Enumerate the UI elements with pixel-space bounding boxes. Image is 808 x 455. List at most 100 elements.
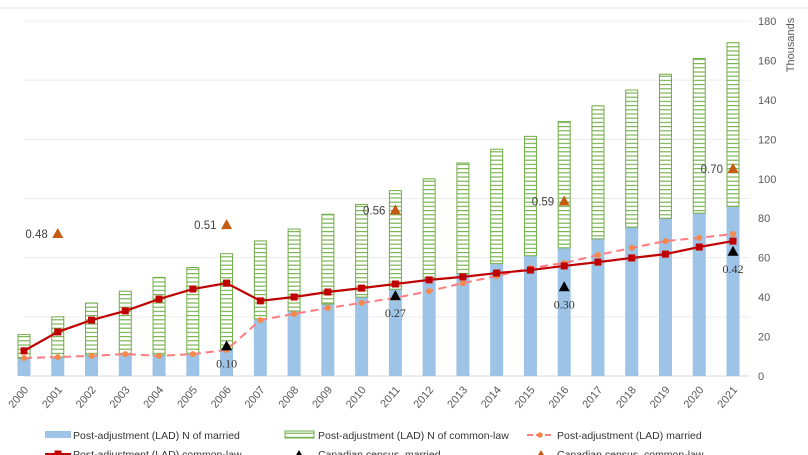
point-married bbox=[459, 280, 466, 287]
x-tick-label: 2005 bbox=[175, 384, 200, 410]
x-tick-label: 2020 bbox=[682, 384, 707, 410]
point-common-law bbox=[729, 237, 737, 245]
bar-common-law bbox=[152, 276, 166, 356]
bar-common-law bbox=[355, 203, 369, 298]
point-common-law bbox=[290, 293, 298, 301]
census-common-law-label: 0.48 bbox=[25, 229, 47, 241]
census-married-label: 0.42 bbox=[723, 262, 744, 276]
right-axis-title: Thousands bbox=[785, 17, 797, 72]
point-married bbox=[324, 304, 331, 311]
point-common-law bbox=[223, 279, 231, 287]
x-tick-label: 2004 bbox=[141, 384, 166, 410]
bar-married bbox=[51, 357, 65, 376]
bar-common-law bbox=[591, 105, 605, 240]
legend-common-law-line-label: Post-adjustment (LAD) common-law bbox=[73, 449, 242, 455]
x-tick-label: 2019 bbox=[648, 384, 673, 410]
triangle-icon bbox=[52, 228, 64, 238]
point-married bbox=[189, 351, 196, 358]
point-common-law bbox=[155, 295, 163, 303]
legend-common-law-line-marker bbox=[54, 450, 62, 455]
point-married bbox=[88, 352, 95, 359]
point-common-law bbox=[88, 316, 96, 324]
point-married bbox=[122, 351, 129, 358]
bar-common-law bbox=[85, 302, 99, 356]
bars bbox=[17, 42, 740, 376]
bar-married bbox=[456, 273, 470, 376]
x-tick-label: 2007 bbox=[243, 384, 268, 410]
point-common-law bbox=[425, 276, 433, 284]
x-tick-label: 2002 bbox=[74, 384, 99, 410]
x-tick-label: 2009 bbox=[310, 384, 335, 410]
y-tick-label: 120 bbox=[758, 134, 776, 146]
lines bbox=[20, 231, 737, 361]
point-common-law bbox=[256, 297, 264, 305]
x-tick-label: 2016 bbox=[547, 384, 572, 410]
bar-married bbox=[355, 297, 369, 376]
bar-married bbox=[625, 227, 639, 376]
bar-common-law bbox=[321, 213, 335, 305]
x-tick-label: 2003 bbox=[108, 384, 133, 410]
bar-married bbox=[287, 310, 301, 376]
bar-married bbox=[726, 206, 740, 376]
bar-married bbox=[388, 289, 402, 376]
gridlines bbox=[24, 20, 750, 377]
triangle-icon bbox=[221, 219, 233, 230]
legend-married-bar-label: Post-adjustment (LAD) N of married bbox=[73, 430, 240, 442]
census-married-label: 0.30 bbox=[554, 297, 575, 311]
point-married bbox=[662, 238, 669, 245]
bar-common-law bbox=[220, 253, 234, 349]
y-tick-label: 180 bbox=[758, 16, 776, 28]
x-tick-label: 2011 bbox=[378, 384, 402, 410]
bar-common-law bbox=[456, 162, 470, 274]
x-tick-label: 2010 bbox=[344, 384, 369, 410]
bar-married bbox=[220, 348, 234, 376]
triangle-icon bbox=[538, 450, 544, 455]
triangle-icon bbox=[221, 340, 233, 351]
bar-married bbox=[523, 255, 537, 376]
y-tick-label: 60 bbox=[758, 253, 770, 265]
bar-common-law bbox=[51, 316, 65, 358]
x-tick-label: 2017 bbox=[580, 384, 605, 410]
x-axis-ticks: 2000 2001 2002 2003 2004 2005 2006 2007 2008 2009… bbox=[6, 384, 740, 410]
point-married bbox=[54, 354, 61, 361]
y-tick-label: 0 bbox=[758, 371, 764, 383]
x-tick-label: 2015 bbox=[513, 384, 538, 410]
census-common-law-label: 0.70 bbox=[701, 164, 723, 176]
point-common-law bbox=[189, 285, 197, 293]
point-common-law bbox=[121, 307, 129, 315]
census-points: 0.10 0.27 0.30 0.42 0.48 0.51 0.56 0.59 0.70 bbox=[25, 162, 744, 370]
point-married bbox=[628, 244, 635, 251]
x-tick-label: 2008 bbox=[276, 384, 301, 410]
point-common-law bbox=[594, 258, 602, 266]
point-common-law bbox=[661, 250, 669, 258]
x-tick-label: 2021 bbox=[715, 384, 740, 410]
legend: Post-adjustment (LAD) N of married Post-a… bbox=[45, 430, 704, 455]
bar-married bbox=[557, 247, 571, 376]
point-married bbox=[156, 352, 163, 359]
bar-married bbox=[253, 318, 267, 376]
bar-common-law bbox=[422, 178, 436, 278]
x-tick-label: 2014 bbox=[479, 384, 504, 410]
bar-married bbox=[321, 304, 335, 376]
bar-married bbox=[490, 263, 504, 376]
x-tick-label: 2006 bbox=[209, 384, 234, 410]
triangle-icon bbox=[727, 162, 739, 173]
bar-common-law bbox=[490, 148, 504, 265]
right-axis-ticks: 0 20 40 60 80 100 120 140 160 180 bbox=[758, 16, 776, 383]
point-married bbox=[696, 234, 703, 241]
point-married bbox=[730, 231, 736, 237]
bar-married bbox=[692, 213, 706, 376]
point-married bbox=[426, 288, 433, 295]
bar-common-law bbox=[186, 267, 200, 354]
bar-married bbox=[658, 218, 672, 376]
triangle-icon bbox=[389, 290, 401, 301]
y-tick-label: 40 bbox=[758, 292, 770, 304]
point-common-law bbox=[695, 243, 703, 251]
point-married bbox=[257, 317, 264, 324]
point-common-law bbox=[493, 269, 501, 277]
triangle-icon bbox=[727, 245, 739, 256]
line-common-law bbox=[23, 240, 734, 352]
point-common-law bbox=[526, 266, 534, 274]
legend-married-line-marker bbox=[537, 432, 543, 438]
point-common-law bbox=[459, 273, 467, 281]
